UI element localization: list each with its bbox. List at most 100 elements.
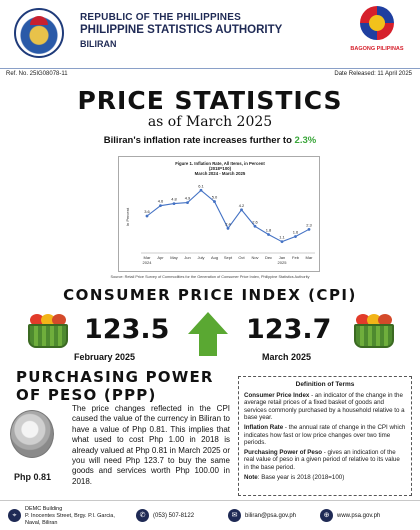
- website-link[interactable]: www.psa.gov.ph: [337, 513, 381, 519]
- address-line-3: Naval, Biliran: [25, 520, 58, 526]
- header-agency: PHILIPPINE STATISTICS AUTHORITY: [80, 24, 283, 36]
- definition-of-terms: Definition of Terms Consumer Price Index…: [238, 376, 412, 496]
- headline-text: Biliran's inflation rate increases furth…: [103, 135, 292, 146]
- cpi-feb-label: February 2025: [74, 352, 136, 362]
- x-tick-label: July: [197, 255, 204, 260]
- cpi-heading: CONSUMER PRICE INDEX (CPI): [63, 286, 357, 304]
- chart-plot: In Percent 3.6Mar20244.6Apr4.8May4.9Jun6.…: [125, 183, 315, 265]
- chart-title: Figure 1. Inflation Rate, All Items, in …: [175, 161, 265, 166]
- headline: Biliran's inflation rate increases furth…: [0, 135, 420, 146]
- email-icon: ✉: [228, 509, 241, 522]
- email-link[interactable]: biliran@psa.gov.ph: [245, 513, 297, 519]
- inflation-chart: Figure 1. Inflation Rate, All Items, in …: [118, 156, 320, 272]
- term: Inflation Rate: [244, 423, 284, 431]
- x-tick-label: Aug: [211, 255, 218, 260]
- x-tick-label: Nov: [251, 255, 258, 260]
- definition-note: Note: Base year is 2018 (2018=100): [244, 474, 406, 482]
- chart-subtitle-base: (2018=100): [208, 166, 232, 171]
- ppp-value: Php 0.81: [14, 472, 52, 482]
- x-tick-label: Oct: [238, 255, 245, 260]
- basket-icon: [28, 314, 68, 348]
- definition: - gives an indication of the real value …: [244, 448, 400, 471]
- phone-icon: ✆: [136, 509, 149, 522]
- term: Consumer Price Index: [244, 391, 310, 399]
- location-icon: ⌖: [8, 509, 21, 522]
- data-label: 4.9: [185, 196, 191, 201]
- address-line-2: P. Inocentes Street, Brgy. P.I. Garcia,: [25, 513, 115, 519]
- data-point: [240, 208, 243, 212]
- x-tick-label: Dec: [265, 255, 272, 260]
- data-point: [213, 200, 216, 203]
- page-title: PRICE STATISTICS: [77, 86, 343, 115]
- definition: : Base year is 2018 (2018=100): [257, 473, 345, 481]
- header-text: REPUBLIC OF THE PHILIPPINES PHILIPPINE S…: [80, 12, 282, 49]
- data-label: 4.2: [239, 203, 245, 208]
- data-label: 3.6: [144, 209, 150, 214]
- term: Note: [244, 473, 258, 481]
- data-point: [186, 201, 189, 204]
- data-label: 4.8: [171, 197, 177, 202]
- data-point: [226, 226, 230, 230]
- data-point: [253, 224, 257, 228]
- page-subtitle: as of March 2025: [147, 114, 273, 130]
- peso-coin-icon: [10, 410, 54, 458]
- x-tick-label: Sept: [224, 255, 233, 260]
- definition-ppp: Purchasing Power of Peso - gives an indi…: [244, 449, 406, 472]
- definition: - the annual rate of change in the CPI w…: [244, 423, 406, 447]
- x-tick-label: Feb: [292, 255, 300, 260]
- data-label: 6.1: [198, 183, 204, 188]
- ppp-description: The price changes reflected in the CPI c…: [72, 404, 230, 486]
- reference-number: Ref. No. 25IG08078-11: [6, 71, 68, 77]
- cpi-feb-value: 123.5: [84, 314, 170, 345]
- data-point: [294, 235, 297, 238]
- data-label: 1.1: [279, 235, 285, 240]
- headline-highlight: 2.3%: [294, 135, 317, 146]
- data-label: 4.6: [158, 199, 164, 204]
- ppp-heading: PURCHASING POWER OF PESO (PPP): [16, 368, 214, 404]
- chart-subtitle-period: March 2024 - March 2025: [194, 171, 246, 176]
- cpi-mar-value: 123.7: [246, 314, 332, 345]
- header: REPUBLIC OF THE PHILIPPINES PHILIPPINE S…: [0, 0, 420, 68]
- header-province: BILIRAN: [80, 39, 117, 49]
- data-label: 1.6: [293, 230, 299, 235]
- psa-logo: [14, 8, 64, 58]
- x-tick-label: Apr: [157, 255, 164, 260]
- basket-icon: [354, 314, 394, 348]
- definition: - an indicator of the change in the aver…: [244, 391, 405, 422]
- x-tick-label: 2025: [278, 260, 288, 265]
- x-tick-label: Mar: [144, 255, 152, 260]
- globe-icon: ⊕: [320, 509, 333, 522]
- data-label: 1.8: [266, 227, 272, 232]
- data-point: [267, 233, 270, 236]
- cpi-mar-label: March 2025: [262, 352, 312, 362]
- header-republic: REPUBLIC OF THE PHILIPPINES: [80, 12, 241, 23]
- bagong-pilipinas-logo: BAGONG PILIPINAS: [346, 4, 408, 62]
- definition-cpi: Consumer Price Index - an indicator of t…: [244, 392, 406, 422]
- x-tick-label: Jan: [279, 255, 285, 260]
- data-point: [307, 227, 311, 231]
- data-label: 5.0: [212, 195, 218, 200]
- data-label: 2.6: [252, 219, 258, 224]
- chart-source: Source: Retail Price Survey of Commoditi…: [110, 275, 310, 279]
- x-tick-label: Jun: [184, 255, 190, 260]
- data-label: 2.3: [306, 222, 312, 227]
- phone-number: (053) 507-8122: [153, 513, 195, 519]
- x-tick-label: 2024: [143, 260, 153, 265]
- data-point: [199, 188, 203, 192]
- date-released: Date Released: 11 April 2025: [334, 71, 412, 77]
- increase-arrow-icon: [188, 312, 228, 356]
- address-line-1: DEMC Building: [25, 506, 63, 512]
- x-tick-label: May: [170, 255, 178, 260]
- x-tick-label: Mar: [306, 255, 314, 260]
- bagong-pilipinas-label: BAGONG PILIPINAS: [350, 46, 404, 52]
- data-point: [159, 204, 162, 208]
- data-point: [280, 240, 284, 244]
- term: Purchasing Power of Peso: [244, 448, 323, 456]
- definition-inflation: Inflation Rate - the annual rate of chan…: [244, 424, 406, 447]
- data-label: 2.4: [225, 221, 231, 226]
- sun-icon: [360, 6, 394, 40]
- data-point: [172, 202, 176, 206]
- footer: ⌖ DEMC Building P. Inocentes Street, Brg…: [0, 500, 420, 530]
- data-point: [145, 214, 149, 218]
- definitions-title: Definition of Terms: [295, 381, 355, 388]
